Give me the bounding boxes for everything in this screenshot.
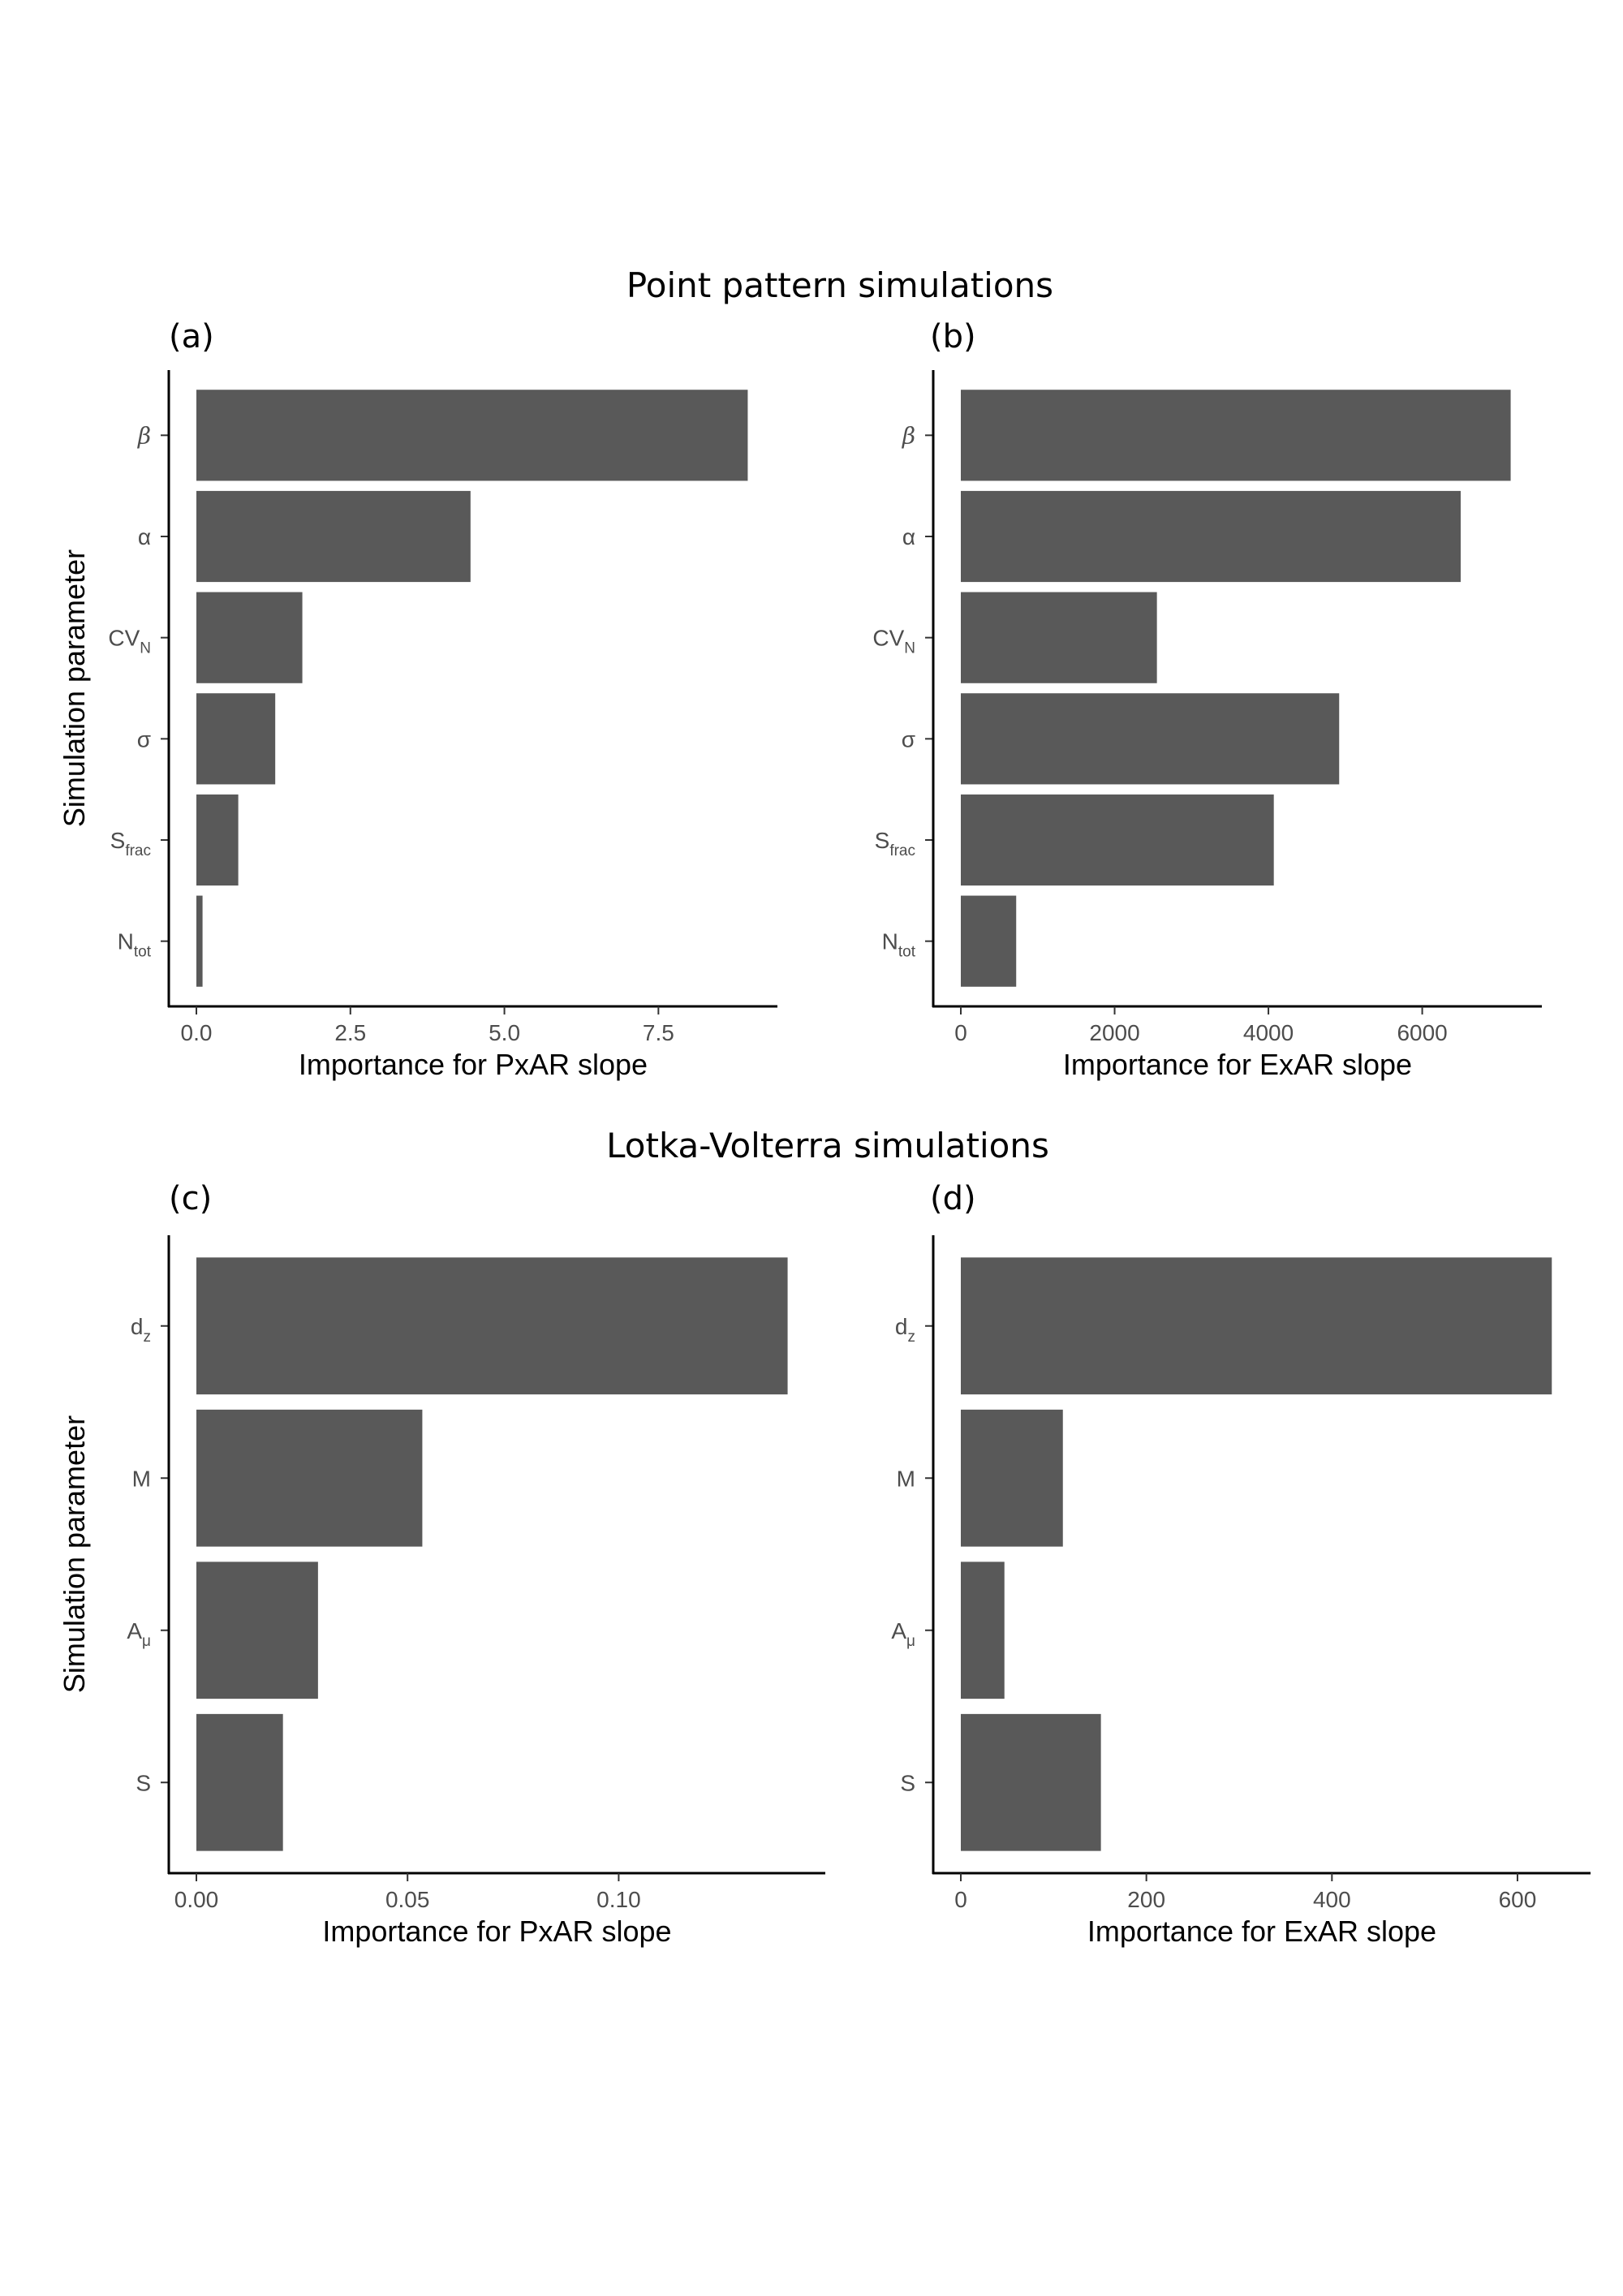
- x-tick-label: 0.0: [181, 1020, 213, 1045]
- y-axis-title: Simulation parameter: [58, 1415, 91, 1693]
- panel-label: (c): [169, 1180, 212, 1217]
- x-tick-label: 600: [1499, 1887, 1537, 1912]
- bar-cvn: [961, 592, 1157, 683]
- y-tick-label-ntot: Ntot: [118, 929, 152, 961]
- x-tick-label: 200: [1127, 1887, 1165, 1912]
- bar-sigma: [196, 693, 276, 785]
- x-tick-label: 4000: [1243, 1020, 1294, 1045]
- bar-beta: [196, 390, 748, 481]
- y-tick-label-alpha: α: [138, 524, 151, 549]
- y-tick-label-amu: Aμ: [127, 1618, 151, 1650]
- bar-cvn: [196, 592, 303, 683]
- x-tick-label: 0.00: [174, 1887, 219, 1912]
- x-tick-label: 0: [954, 1887, 967, 1912]
- bar-m: [961, 1409, 1063, 1547]
- y-tick-label-sfrac: Sfrac: [875, 828, 915, 859]
- x-tick-label: 0.05: [385, 1887, 430, 1912]
- x-tick-label: 5.0: [489, 1020, 520, 1045]
- bar-alpha: [961, 490, 1461, 583]
- bar-alpha: [196, 490, 471, 583]
- panel-label: (a): [169, 318, 214, 355]
- y-tick-label-s: S: [136, 1770, 151, 1795]
- x-tick-label: 0: [954, 1020, 967, 1045]
- x-tick-label: 2000: [1089, 1020, 1139, 1045]
- y-tick-label-s: S: [900, 1770, 915, 1795]
- bar-dz: [961, 1257, 1552, 1395]
- bar-sfrac: [196, 794, 239, 886]
- y-tick-label-amu: Aμ: [891, 1618, 915, 1650]
- y-tick-label-dz: dz: [895, 1314, 915, 1346]
- y-tick-label-sigma: σ: [137, 726, 151, 752]
- x-axis-title: Importance for ExAR slope: [1063, 1048, 1412, 1081]
- x-tick-label: 7.5: [643, 1020, 674, 1045]
- bar-dz: [196, 1257, 788, 1395]
- y-tick-label-beta: β: [137, 422, 151, 449]
- y-tick-label-beta: β: [902, 422, 915, 449]
- bar-sigma: [961, 693, 1340, 785]
- chart-panel-c: (c) dz M Aμ S 0.00 0.05 0.10 Importance for PxAR…: [58, 1180, 825, 1948]
- section-title-point-pattern: Point pattern simulations: [626, 265, 1053, 305]
- x-tick-label: 6000: [1397, 1020, 1447, 1045]
- bar-amu: [196, 1562, 318, 1699]
- y-tick-label-sigma: σ: [902, 726, 915, 752]
- bar-m: [196, 1409, 423, 1547]
- bar-ntot: [196, 895, 203, 987]
- panel-label: (b): [930, 318, 976, 355]
- bar-sfrac: [961, 794, 1274, 886]
- chart-panel-a: (a) β α CVN σ Sfrac Ntot 0.0 2.5 5.0 7.5 Importance…: [58, 318, 777, 1081]
- y-tick-label-cvn: CVN: [872, 626, 915, 657]
- bar-amu: [961, 1562, 1005, 1699]
- bar-s: [961, 1713, 1101, 1851]
- bar-ntot: [961, 895, 1017, 987]
- x-tick-label: 2.5: [334, 1020, 366, 1045]
- y-tick-label-m: M: [132, 1466, 151, 1491]
- x-axis-title: Importance for PxAR slope: [322, 1915, 671, 1948]
- y-tick-label-m: M: [897, 1466, 915, 1491]
- chart-panels: (a) β α CVN σ Sfrac Ntot 0.0 2.5 5.0 7.5 Importance…: [58, 318, 1591, 1948]
- x-tick-label: 400: [1313, 1887, 1351, 1912]
- chart-panel-d: (d) dz M Aμ S 0 200 400 600 Importance for ExAR s…: [891, 1180, 1591, 1948]
- y-tick-label-cvn: CVN: [108, 626, 151, 657]
- panel-label: (d): [930, 1180, 976, 1217]
- y-tick-label-dz: dz: [131, 1314, 151, 1346]
- x-axis-title: Importance for PxAR slope: [299, 1048, 648, 1081]
- y-tick-label-alpha: α: [902, 524, 915, 549]
- section-title-lotka-volterra: Lotka-Volterra simulations: [606, 1126, 1049, 1165]
- y-tick-label-sfrac: Sfrac: [110, 828, 151, 859]
- bar-s: [196, 1713, 283, 1851]
- x-axis-title: Importance for ExAR slope: [1087, 1915, 1436, 1948]
- y-axis-title: Simulation parameter: [58, 549, 91, 827]
- chart-panel-b: (b) β α CVN σ Sfrac Ntot 0 2000 4000 6000 Importanc…: [872, 318, 1542, 1081]
- x-tick-label: 0.10: [596, 1887, 641, 1912]
- y-tick-label-ntot: Ntot: [882, 929, 916, 961]
- bar-beta: [961, 390, 1511, 481]
